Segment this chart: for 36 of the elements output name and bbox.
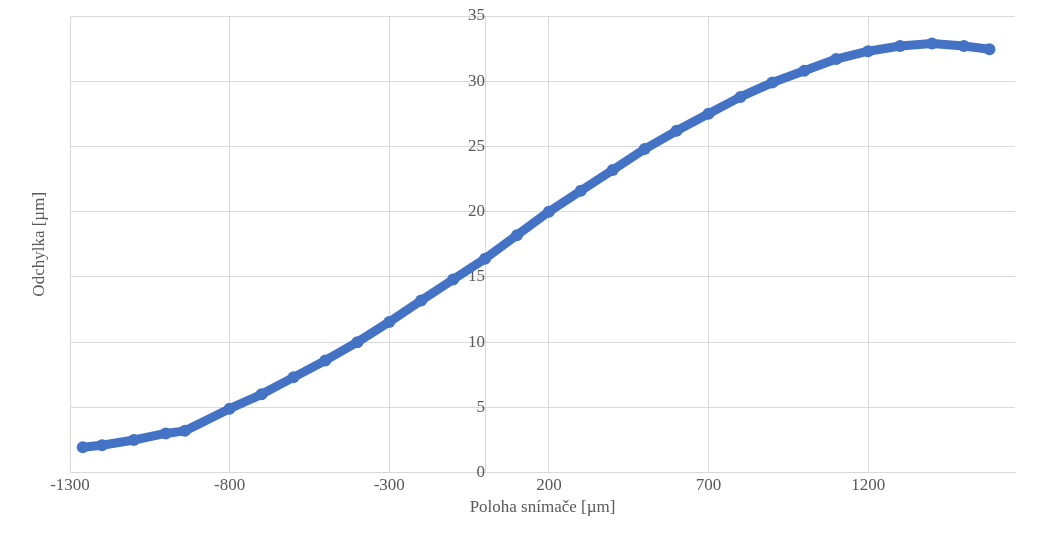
point — [798, 64, 811, 77]
point — [223, 402, 236, 415]
point — [638, 143, 651, 156]
y-tick-label: 10 — [468, 331, 486, 351]
x-tick-label: -800 — [214, 475, 246, 495]
point — [574, 184, 587, 197]
point — [447, 273, 460, 286]
point — [702, 107, 715, 120]
x-tick-label: -1300 — [50, 475, 90, 495]
y-tick-label: 5 — [476, 396, 486, 416]
x-tick-label: 200 — [536, 475, 562, 495]
y-tick-label: 35 — [468, 5, 486, 25]
point — [606, 163, 619, 176]
y-tick-label: 30 — [468, 70, 486, 90]
point — [415, 294, 428, 307]
point — [479, 252, 492, 265]
point — [542, 205, 555, 218]
point — [510, 229, 523, 242]
x-tick-label: -300 — [373, 475, 405, 495]
x-tick-label: 1200 — [851, 475, 886, 495]
x-axis-title: Poloha snímače [µm] — [469, 497, 616, 516]
y-tick-label: 20 — [468, 201, 486, 221]
point — [766, 76, 779, 89]
x-tick-label: 700 — [695, 475, 722, 495]
y-tick-label: 25 — [468, 135, 486, 155]
point — [351, 336, 364, 349]
point — [159, 427, 172, 440]
point — [287, 371, 300, 384]
y-tick-label: 0 — [476, 462, 486, 482]
point — [734, 90, 747, 103]
point — [76, 441, 89, 454]
point — [670, 124, 683, 137]
point — [383, 315, 396, 328]
point — [319, 354, 332, 367]
y-axis-title: Odchylka [µm] — [29, 191, 49, 297]
point — [255, 388, 268, 401]
